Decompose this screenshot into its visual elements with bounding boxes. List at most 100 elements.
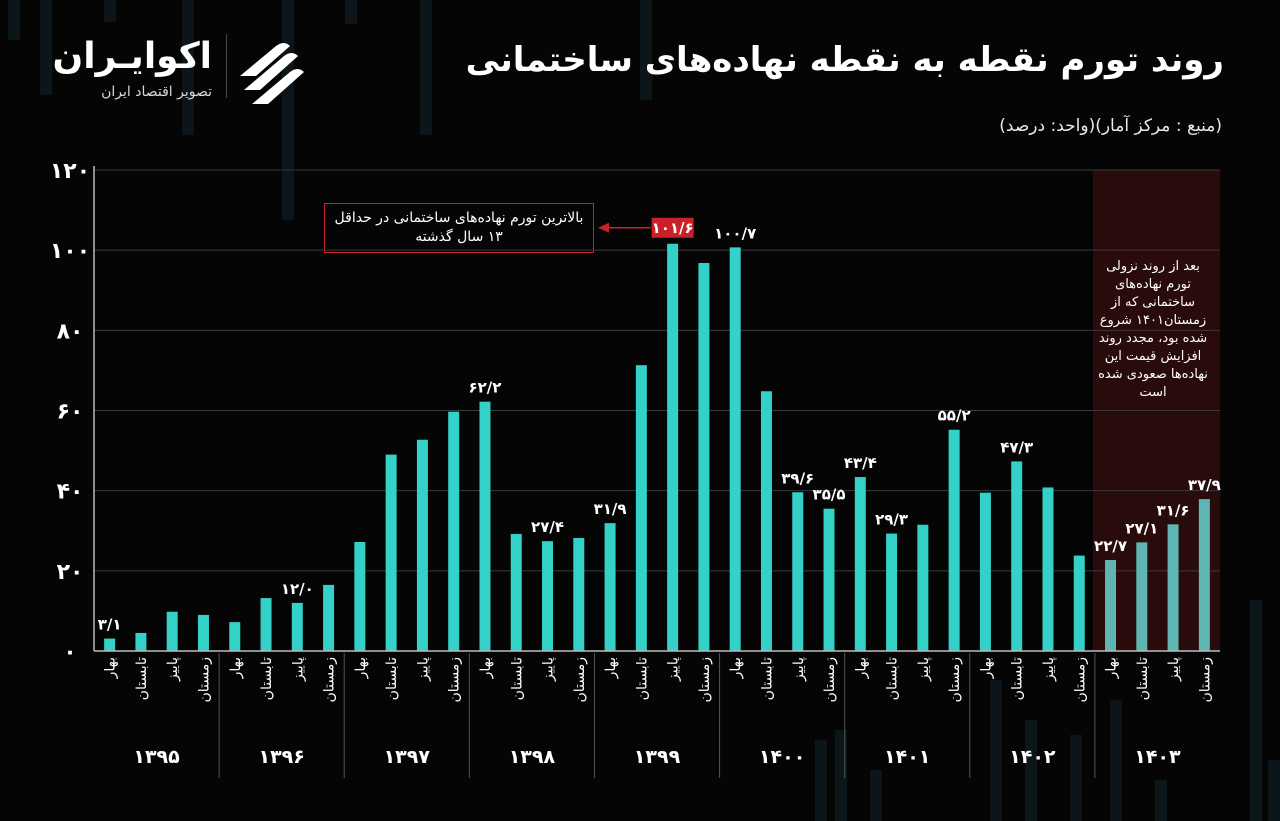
bar-34: [1167, 524, 1179, 651]
x-season-label-14: پاییز: [541, 657, 557, 682]
x-season-label-31: زمستان: [1072, 657, 1088, 703]
x-season-label-2: پاییز: [165, 657, 181, 682]
x-season-label-15: زمستان: [572, 657, 588, 703]
bar-10: [416, 439, 428, 651]
value-label-34: ۳۱/۶: [1157, 501, 1190, 519]
bar-24: [854, 477, 866, 651]
bar-19: [698, 262, 710, 651]
bar-2: [166, 611, 178, 651]
axes: [93, 166, 1220, 778]
bar-7: [323, 584, 335, 651]
x-year-labels: ۱۳۹۵ ۱۳۹۶ ۱۳۹۷ ۱۳۹۸ ۱۳۹۹ ۱۴۰۰ ۱۴۰۱ ۱۴۰۲ ۱۴۰۳: [133, 746, 1181, 768]
bars: [104, 243, 1210, 651]
y-tick-label-0: ۰: [63, 640, 76, 665]
callout-arrow-head: [598, 222, 609, 233]
bar-15: [573, 537, 585, 651]
x-year-label-6: ۱۴۰۱: [884, 746, 930, 768]
x-year-label-5: ۱۴۰۰: [759, 746, 805, 768]
x-year-label-2: ۱۳۹۷: [384, 746, 431, 768]
y-tick-label-2: ۴۰: [57, 480, 84, 505]
bar-16: [604, 523, 616, 651]
x-year-label-7: ۱۴۰۲: [1009, 746, 1056, 768]
bar-30: [1042, 487, 1054, 651]
x-season-label-26: پاییز: [916, 657, 932, 682]
x-season-label-9: تابستان: [384, 657, 400, 700]
x-year-label-3: ۱۳۹۸: [509, 746, 556, 768]
bar-22: [792, 492, 804, 651]
bar-27: [948, 429, 960, 651]
x-season-label-18: پاییز: [666, 657, 682, 682]
x-season-label-0: بهار: [103, 657, 119, 679]
x-season-label-34: پاییز: [1166, 657, 1182, 682]
value-label-33: ۲۷/۱: [1125, 519, 1158, 537]
deco-bar-15: [1155, 780, 1167, 821]
x-season-label-24: بهار: [853, 657, 869, 679]
bar-18: [667, 243, 679, 651]
x-season-label-5: تابستان: [259, 657, 275, 700]
x-season-label-12: بهار: [478, 657, 494, 679]
bar-12: [479, 401, 491, 651]
value-label-24: ۴۳/۴: [844, 454, 877, 472]
value-label-29: ۴۷/۳: [1000, 438, 1033, 456]
y-tick-label-1: ۲۰: [57, 560, 84, 585]
deco-bar-16: [1250, 600, 1262, 821]
callout-arrow: [598, 222, 651, 233]
value-label-20: ۱۰۰/۷: [714, 224, 756, 242]
x-season-label-8: بهار: [353, 657, 369, 679]
logo-mark-icon: [226, 34, 304, 104]
value-label-27: ۵۵/۲: [938, 407, 971, 425]
value-label-box-18: [651, 217, 694, 238]
x-season-label-11: زمستان: [447, 657, 463, 703]
deco-bar-5: [345, 0, 357, 24]
y-tick-labels: ۰ ۲۰ ۴۰ ۶۰ ۸۰ ۱۰۰ ۱۲۰: [50, 159, 90, 665]
deco-bar-2: [104, 0, 116, 22]
value-label-6: ۱۲/۰: [281, 580, 314, 598]
x-season-label-30: پاییز: [1041, 657, 1057, 682]
bar-1: [135, 632, 147, 651]
x-season-label-3: زمستان: [196, 657, 212, 703]
value-labels: ۳/۱ ۱۲/۰ ۶۲/۲ ۲۷/۴ ۳۱/۹ ۱۰۱/۶ ۱۰۰/۷ ۳۹/۶۳۵/۵ ۴۳/…: [98, 217, 1221, 634]
y-tick-label-3: ۶۰: [57, 400, 84, 425]
bar-32: [1105, 560, 1117, 651]
bar-20: [729, 247, 741, 651]
deco-bar-1: [40, 0, 52, 95]
value-label-18: ۱۰۱/۶: [652, 219, 694, 237]
x-season-label-32: بهار: [1104, 657, 1120, 679]
bar-0: [104, 638, 116, 651]
max-inflation-callout: بالاترین تورم نهاده‌های ساختمانی در حداق…: [324, 203, 594, 253]
deco-bar-9: [835, 730, 847, 821]
x-season-label-27: زمستان: [947, 657, 963, 703]
x-season-label-6: پاییز: [290, 657, 306, 682]
source-note: (منبع : مرکز آمار)(واحد: درصد): [999, 116, 1222, 136]
deco-bar-14: [1110, 700, 1122, 821]
x-season-label-4: بهار: [228, 657, 244, 679]
x-year-label-1: ۱۳۹۶: [258, 746, 304, 768]
y-tick-label-6: ۱۲۰: [50, 159, 90, 184]
x-season-label-13: تابستان: [509, 657, 525, 700]
x-season-label-7: زمستان: [322, 657, 338, 703]
deco-bar-8: [815, 740, 827, 821]
grid-lines: [94, 169, 1220, 572]
value-label-16: ۳۱/۹: [594, 500, 627, 518]
value-label-12: ۶۲/۲: [468, 379, 501, 397]
logo-tagline: تصویر اقتصاد ایران: [101, 84, 212, 100]
bar-14: [542, 541, 554, 651]
bar-29: [1011, 461, 1023, 651]
x-season-label-22: پاییز: [791, 657, 807, 682]
bar-21: [760, 391, 772, 651]
bar-13: [510, 533, 522, 651]
value-label-22: ۳۹/۶: [781, 469, 814, 487]
value-label-23: ۳۵/۵: [813, 486, 846, 504]
x-year-label-8: ۱۴۰۳: [1134, 746, 1181, 768]
x-season-label-10: پاییز: [415, 657, 431, 682]
deco-bar-3: [182, 0, 194, 135]
x-season-label-17: تابستان: [634, 657, 650, 700]
value-label-0: ۳/۱: [98, 616, 122, 634]
x-season-label-20: بهار: [728, 657, 744, 679]
x-year-label-0: ۱۳۹۵: [133, 746, 180, 768]
deco-bar-11: [990, 680, 1002, 821]
logo-name: اکوایـران: [52, 36, 212, 77]
x-season-label-21: تابستان: [759, 657, 775, 700]
bar-31: [1073, 555, 1085, 651]
